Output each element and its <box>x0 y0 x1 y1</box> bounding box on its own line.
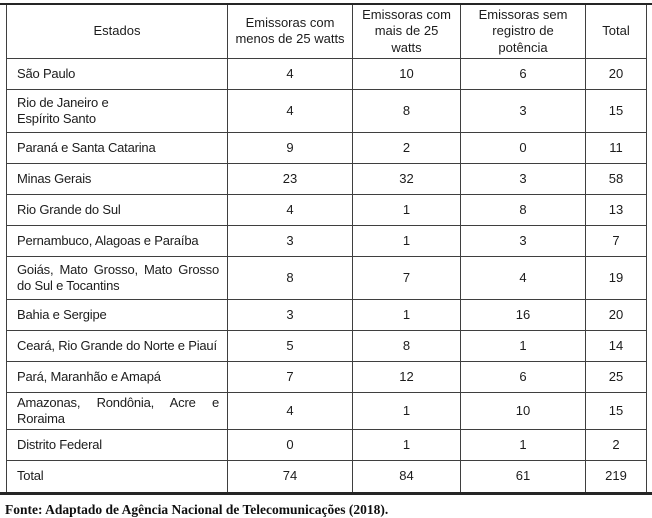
total-cell: 20 <box>585 298 647 331</box>
estado-cell: Pernambuco, Alagoas e Paraíba <box>6 224 228 257</box>
estado-cell: Distrito Federal <box>6 429 228 462</box>
total-cell: 11 <box>585 131 647 164</box>
value-cell: 5 <box>227 329 353 362</box>
table-row-goias-mato-grosso-ms-tocantins: Goiás, Mato Grosso, Mato Grosso do Sul e… <box>6 255 647 300</box>
estado-cell: Pará, Maranhão e Amapá <box>6 360 228 393</box>
table-row-rio-grande-do-sul: Rio Grande do Sul 4 1 8 13 <box>6 193 647 226</box>
value-cell: 1 <box>352 298 461 331</box>
estado-cell: Rio Grande do Sul <box>6 193 228 226</box>
estado-cell: Ceará, Rio Grande do Norte e Piauí <box>6 329 228 362</box>
value-cell: 10 <box>460 391 586 431</box>
value-cell: 0 <box>460 131 586 164</box>
total-value-cell: 74 <box>227 460 353 492</box>
value-cell: 1 <box>460 329 586 362</box>
value-cell: 3 <box>460 162 586 195</box>
table-row-ceara-rn-piaui: Ceará, Rio Grande do Norte e Piauí 5 8 1… <box>6 329 647 362</box>
value-cell: 1 <box>352 391 461 431</box>
column-header-sem-registro-potencia: Emissoras sem registro de potência <box>460 5 586 59</box>
estado-cell: Paraná e Santa Catarina <box>6 131 228 164</box>
total-cell: 15 <box>585 391 647 431</box>
table-row-rio-de-janeiro-espirito-santo: Rio de Janeiro e Espírito Santo 4 8 3 15 <box>6 88 647 133</box>
table-row-distrito-federal: Distrito Federal 0 1 1 2 <box>6 429 647 462</box>
value-cell: 6 <box>460 360 586 393</box>
estado-cell: Minas Gerais <box>6 162 228 195</box>
value-cell: 16 <box>460 298 586 331</box>
total-cell: 19 <box>585 255 647 300</box>
table-row-para-maranhao-amapa: Pará, Maranhão e Amapá 7 12 6 25 <box>6 360 647 393</box>
value-cell: 1 <box>352 429 461 462</box>
value-cell: 12 <box>352 360 461 393</box>
value-cell: 1 <box>352 224 461 257</box>
value-cell: 3 <box>460 88 586 133</box>
table-row-sao-paulo: São Paulo 4 10 6 20 <box>6 57 647 90</box>
total-value-cell: 84 <box>352 460 461 492</box>
total-cell: 15 <box>585 88 647 133</box>
total-cell: 2 <box>585 429 647 462</box>
value-cell: 4 <box>460 255 586 300</box>
total-row-label: Total <box>6 460 228 492</box>
value-cell: 8 <box>352 329 461 362</box>
estado-cell: Rio de Janeiro e Espírito Santo <box>6 88 228 133</box>
table-row-parana-santa-catarina: Paraná e Santa Catarina 9 2 0 11 <box>6 131 647 164</box>
estado-cell: São Paulo <box>6 57 228 90</box>
value-cell: 2 <box>352 131 461 164</box>
value-cell: 9 <box>227 131 353 164</box>
table-body: São Paulo 4 10 6 20 Rio de Janeiro e Esp… <box>6 57 647 492</box>
table-top-rule <box>0 3 652 5</box>
value-cell: 8 <box>227 255 353 300</box>
estado-cell: Amazonas, Rondônia, Acre e Roraima <box>6 391 228 431</box>
emissoras-table: Estados Emissoras com menos de 25 watts … <box>6 5 647 492</box>
total-cell: 14 <box>585 329 647 362</box>
table-row-bahia-sergipe: Bahia e Sergipe 3 1 16 20 <box>6 298 647 331</box>
value-cell: 7 <box>352 255 461 300</box>
value-cell: 6 <box>460 57 586 90</box>
column-header-menos-25-watts: Emissoras com menos de 25 watts <box>227 5 353 59</box>
value-cell: 1 <box>352 193 461 226</box>
value-cell: 1 <box>460 429 586 462</box>
value-cell: 23 <box>227 162 353 195</box>
table-header: Estados Emissoras com menos de 25 watts … <box>6 5 647 59</box>
estado-cell: Bahia e Sergipe <box>6 298 228 331</box>
total-cell: 13 <box>585 193 647 226</box>
total-cell: 20 <box>585 57 647 90</box>
header-row: Estados Emissoras com menos de 25 watts … <box>6 5 647 59</box>
column-header-mais-25-watts: Emissoras com mais de 25 watts <box>352 5 461 59</box>
table-row-total: Total 74 84 61 219 <box>6 460 647 492</box>
value-cell: 4 <box>227 88 353 133</box>
value-cell: 3 <box>227 298 353 331</box>
value-cell: 10 <box>352 57 461 90</box>
column-header-estados: Estados <box>6 5 228 59</box>
value-cell: 7 <box>227 360 353 393</box>
value-cell: 4 <box>227 391 353 431</box>
total-cell: 58 <box>585 162 647 195</box>
value-cell: 4 <box>227 57 353 90</box>
value-cell: 8 <box>460 193 586 226</box>
value-cell: 3 <box>460 224 586 257</box>
value-cell: 3 <box>227 224 353 257</box>
table-bottom-rule <box>0 491 652 495</box>
table-row-pernambuco-alagoas-paraiba: Pernambuco, Alagoas e Paraíba 3 1 3 7 <box>6 224 647 257</box>
total-cell: 25 <box>585 360 647 393</box>
grand-total-cell: 219 <box>585 460 647 492</box>
column-header-total: Total <box>585 5 647 59</box>
table-row-amazonas-rondonia-acre-roraima: Amazonas, Rondônia, Acre e Roraima 4 1 1… <box>6 391 647 431</box>
total-value-cell: 61 <box>460 460 586 492</box>
value-cell: 8 <box>352 88 461 133</box>
value-cell: 32 <box>352 162 461 195</box>
total-cell: 7 <box>585 224 647 257</box>
estado-cell: Goiás, Mato Grosso, Mato Grosso do Sul e… <box>6 255 228 300</box>
value-cell: 0 <box>227 429 353 462</box>
value-cell: 4 <box>227 193 353 226</box>
table-row-minas-gerais: Minas Gerais 23 32 3 58 <box>6 162 647 195</box>
